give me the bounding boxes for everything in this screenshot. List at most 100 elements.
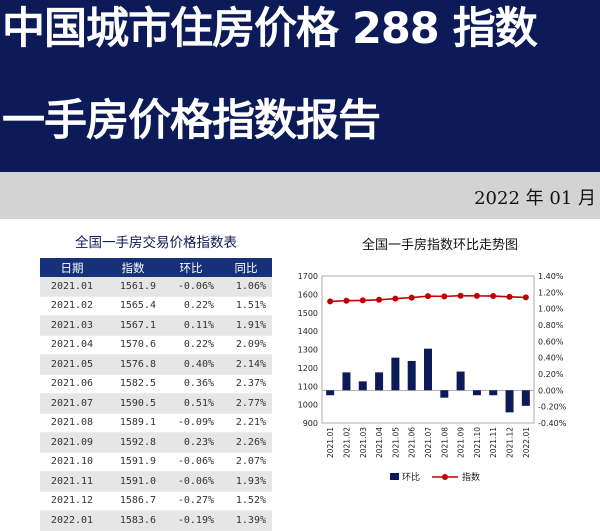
report-header: 中国城市住房价格 288 指数 一手房价格指数报告 — [0, 0, 600, 172]
y-right-tick-label: 0.00% — [538, 386, 564, 395]
bar-mom — [375, 372, 384, 391]
index-point — [490, 293, 497, 300]
table-row: 2021.05 1576.8 0.40% 2.14% — [40, 354, 272, 375]
cell-index: 1576.8 — [104, 354, 162, 375]
cell-index: 1565.4 — [104, 296, 162, 316]
x-tick-label: 2021.04 — [375, 427, 384, 458]
legend-label-index: 指数 — [462, 471, 480, 483]
index-point — [425, 293, 431, 300]
index-point — [392, 295, 399, 302]
table-row: 2021.02 1565.4 0.22% 1.51% — [40, 296, 272, 316]
cell-date: 2021.04 — [40, 335, 104, 355]
cell-date: 2021.01 — [40, 277, 104, 297]
y-right-tick-label: -0.20% — [538, 403, 567, 412]
cell-date: 2021.12 — [40, 491, 104, 511]
plot-area — [321, 275, 535, 424]
table-row: 2021.07 1590.5 0.51% 2.77% — [40, 393, 272, 414]
cell-date: 2021.06 — [40, 374, 104, 394]
cell-mom: 0.22% — [162, 296, 220, 316]
cell-date: 2021.08 — [40, 413, 104, 433]
column-header-mom: 环比 — [162, 258, 220, 277]
cell-yoy: 2.14% — [220, 354, 272, 375]
cell-mom: 0.51% — [162, 393, 220, 414]
cell-mom: 0.22% — [162, 335, 220, 355]
cell-mom: 0.23% — [162, 432, 220, 453]
cell-index: 1586.7 — [104, 491, 162, 511]
x-tick-label: 2021.03 — [359, 427, 368, 458]
y-left-tick-label: 1700 — [298, 272, 318, 281]
column-header-index: 指数 — [104, 258, 162, 277]
cell-index: 1590.5 — [104, 393, 162, 414]
index-point — [441, 293, 448, 300]
cell-date: 2021.11 — [40, 471, 104, 492]
cell-yoy: 1.06% — [220, 277, 272, 297]
cell-mom: -0.06% — [162, 277, 220, 297]
bar-mom — [440, 390, 449, 398]
cell-yoy: 2.26% — [220, 432, 272, 453]
cell-yoy: 1.51% — [220, 296, 272, 316]
x-tick-label: 2021.07 — [424, 427, 433, 458]
cell-yoy: 1.39% — [220, 510, 272, 531]
report-date: 2022 年 01 月 — [474, 188, 596, 209]
legend-marker-index — [442, 474, 448, 480]
cell-date: 2021.05 — [40, 354, 104, 375]
index-point — [408, 294, 415, 301]
report-title-line1: 中国城市住房价格 288 指数 — [2, 4, 538, 54]
legend-label-mom: 环比 — [402, 471, 420, 483]
table-row: 2021.12 1586.7 -0.27% 1.52% — [40, 491, 272, 511]
bar-mom — [342, 372, 351, 391]
cell-mom: 0.40% — [162, 354, 220, 375]
y-left-tick-label: 1400 — [298, 327, 318, 336]
x-tick-label: 2021.05 — [391, 427, 400, 458]
table-header-row: 日期 指数 环比 同比 — [40, 258, 272, 277]
y-left-tick-label: 1000 — [298, 401, 318, 410]
table-row: 2021.04 1570.6 0.22% 2.09% — [40, 335, 272, 355]
cell-mom: 0.36% — [162, 374, 220, 394]
mom-trend-chart: 全国一手房指数环比走势图 1700 1600 1500 1400 1300 1200 110… — [282, 226, 598, 488]
cell-date: 2021.02 — [40, 296, 104, 316]
y-left-tick-label: 1200 — [298, 364, 318, 373]
x-tick-label: 2021.08 — [440, 427, 449, 458]
bar-mom — [326, 390, 335, 396]
table-row: 2021.11 1591.0 -0.06% 1.93% — [40, 471, 272, 492]
y-right-tick-label: 1.20% — [538, 288, 564, 297]
bar-mom — [505, 390, 514, 413]
x-tick-label: 2021.09 — [457, 427, 466, 458]
index-point — [506, 293, 513, 300]
y-right-tick-label: 0.20% — [538, 370, 564, 379]
y-right-tick-label: 1.40% — [538, 272, 564, 281]
cell-date: 2021.09 — [40, 432, 104, 453]
index-point — [376, 296, 383, 303]
cell-mom: -0.06% — [162, 452, 220, 472]
cell-date: 2022.01 — [40, 510, 104, 531]
x-tick-label: 2021.10 — [473, 427, 482, 458]
bar-mom — [407, 360, 416, 391]
y-right-tick-label: 0.40% — [538, 354, 564, 363]
bar-mom — [424, 348, 432, 391]
cell-yoy: 1.52% — [220, 491, 272, 511]
index-point — [457, 292, 464, 299]
bar-mom — [472, 390, 481, 396]
table-row: 2021.01 1561.9 -0.06% 1.06% — [40, 277, 272, 297]
x-tick-label: 2021.01 — [326, 427, 335, 458]
y-left-tick-label: 1100 — [298, 382, 318, 391]
cell-index: 1591.0 — [104, 471, 162, 492]
column-header-date: 日期 — [40, 258, 104, 277]
index-point — [327, 298, 334, 305]
bar-mom — [358, 381, 367, 391]
y-right-tick-label: 0.60% — [538, 337, 564, 346]
x-tick-label: 2021.06 — [408, 427, 417, 458]
table-row: 2021.03 1567.1 0.11% 1.91% — [40, 315, 272, 336]
y-left-tick-label: 1300 — [298, 346, 318, 355]
y-right-tick-label: 0.80% — [538, 321, 564, 330]
cell-index: 1582.5 — [104, 374, 162, 394]
cell-index: 1567.1 — [104, 315, 162, 336]
cell-index: 1561.9 — [104, 277, 162, 297]
chart-title: 全国一手房指数环比走势图 — [361, 238, 518, 253]
cell-mom: -0.19% — [162, 510, 220, 531]
cell-index: 1589.1 — [104, 413, 162, 433]
table-row: 2021.09 1592.8 0.23% 2.26% — [40, 432, 272, 453]
cell-date: 2021.03 — [40, 315, 104, 336]
y-left-tick-label: 900 — [303, 419, 318, 428]
x-tick-label: 2021.02 — [342, 427, 351, 458]
